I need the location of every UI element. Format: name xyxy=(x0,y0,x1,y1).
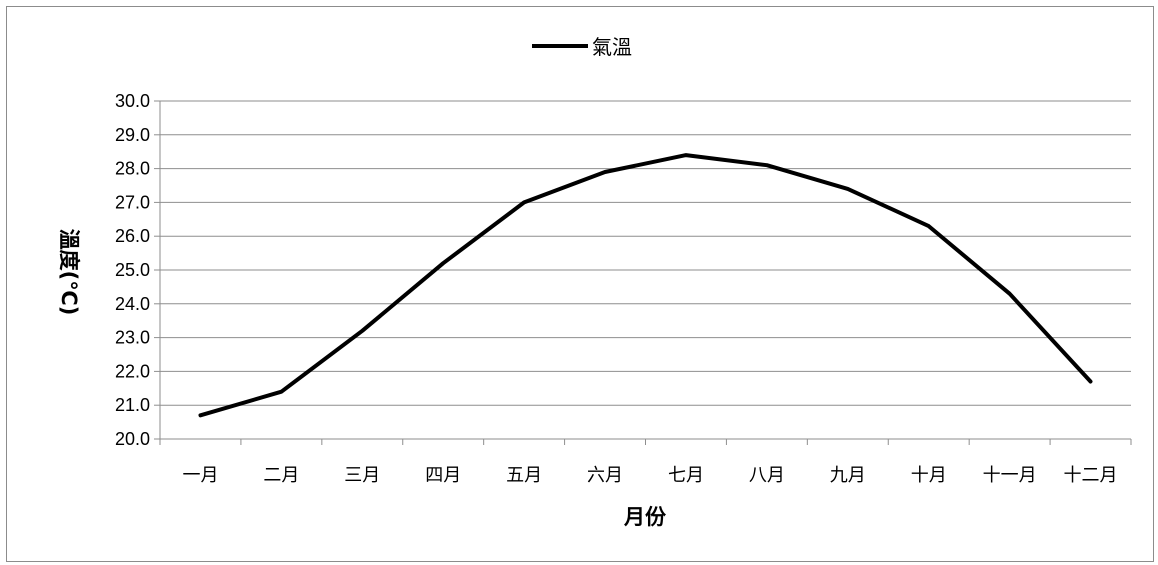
x-tick-label: 六月 xyxy=(587,465,623,485)
y-tick-label: 24.0 xyxy=(115,294,150,314)
y-tick-label: 29.0 xyxy=(115,125,150,145)
x-tick-labels: 一月 二月 三月 四月 五月 六月 七月 八月 九月 十月 十一月 十二月 xyxy=(182,465,1117,485)
x-tick-label: 四月 xyxy=(425,465,461,485)
x-tick-label: 五月 xyxy=(506,465,542,485)
chart-frame xyxy=(6,6,1154,562)
y-tick-label: 28.0 xyxy=(115,159,150,179)
legend-label: 氣溫 xyxy=(592,35,632,59)
series-lines xyxy=(198,153,1093,418)
x-axis-title: 月份 xyxy=(623,505,667,529)
y-axis-title: 溫度(℃) xyxy=(57,229,81,316)
x-tick-label: 十月 xyxy=(911,465,947,485)
y-tick-label: 25.0 xyxy=(115,260,150,280)
y-tick-label: 27.0 xyxy=(115,192,150,212)
x-tick-label: 十二月 xyxy=(1064,465,1118,485)
x-tick-label: 八月 xyxy=(749,465,785,485)
x-tick-label: 二月 xyxy=(263,465,299,485)
series-line xyxy=(198,153,1093,418)
legend: 氣溫 xyxy=(532,35,632,59)
axes xyxy=(154,100,1132,445)
y-tick-label: 23.0 xyxy=(115,328,150,348)
x-tick-label: 三月 xyxy=(344,465,380,485)
y-tick-label: 30.0 xyxy=(115,91,150,111)
x-tick-label: 九月 xyxy=(830,465,866,485)
y-tick-label: 20.0 xyxy=(115,429,150,449)
gridlines xyxy=(160,100,1131,406)
y-tick-labels: 20.0 21.0 22.0 23.0 24.0 25.0 26.0 27.0 28.0 29.0… xyxy=(115,91,150,449)
x-tick-label: 一月 xyxy=(182,465,218,485)
x-tick-label: 十一月 xyxy=(983,465,1037,485)
x-tick-label: 七月 xyxy=(668,465,704,485)
y-tick-label: 21.0 xyxy=(115,395,150,415)
y-tick-label: 26.0 xyxy=(115,226,150,246)
y-tick-label: 22.0 xyxy=(115,361,150,381)
